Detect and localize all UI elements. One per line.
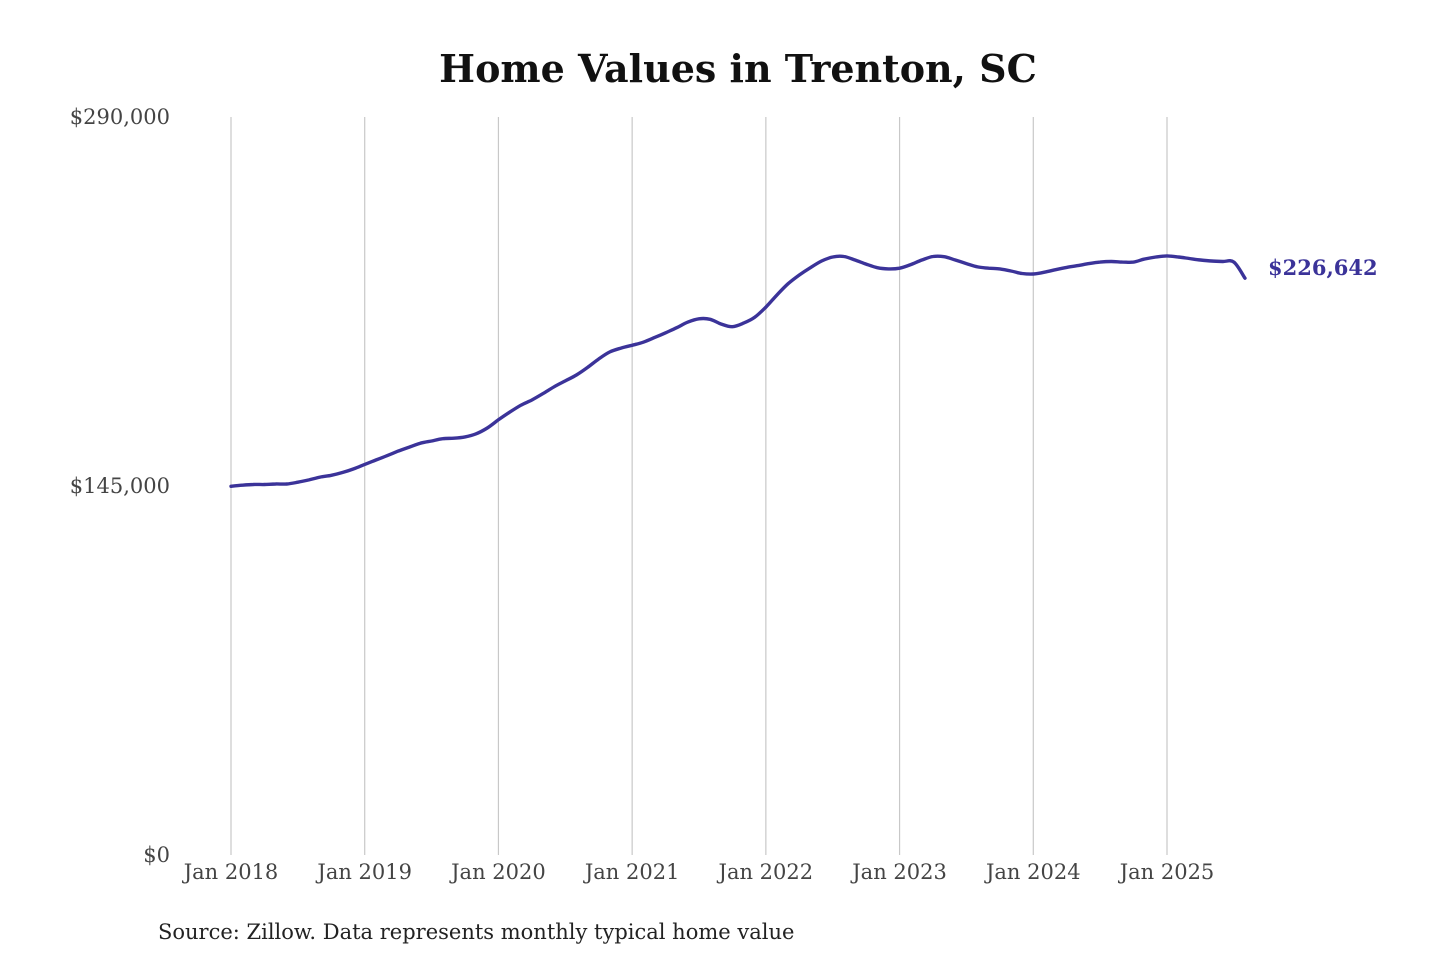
y-tick-label: $145,000: [70, 474, 170, 498]
y-tick-label: $0: [143, 843, 170, 867]
y-axis-ticks: $0 $145,000 $290,000: [70, 105, 170, 867]
y-tick-label: $290,000: [70, 105, 170, 129]
source-note: Source: Zillow. Data represents monthly …: [158, 920, 794, 944]
x-tick-label: Jan 2024: [984, 860, 1081, 884]
gridlines: [230, 117, 1168, 855]
x-axis-ticks: Jan 2018 Jan 2019 Jan 2020 Jan 2021 Jan 2022…: [182, 860, 1215, 884]
x-tick-label: Jan 2020: [449, 860, 546, 884]
x-tick-label: Jan 2019: [315, 860, 412, 884]
end-value-label: $226,642: [1268, 255, 1378, 280]
x-tick-label: Jan 2022: [717, 860, 814, 884]
chart-title: Home Values in Trenton, SC: [439, 46, 1037, 91]
x-tick-label: Jan 2018: [182, 860, 279, 884]
x-tick-label: Jan 2021: [583, 860, 680, 884]
x-tick-label: Jan 2023: [850, 860, 947, 884]
series-line-home-value: [229, 254, 1247, 488]
x-tick-label: Jan 2025: [1118, 860, 1215, 884]
